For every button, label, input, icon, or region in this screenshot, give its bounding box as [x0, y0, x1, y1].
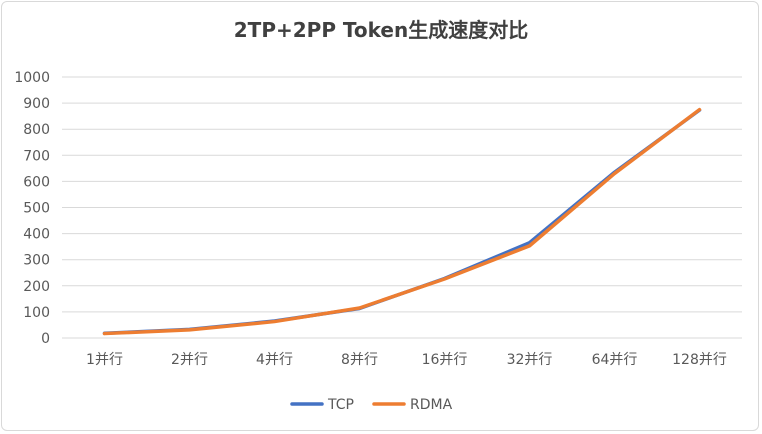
- x-tick-label: 32并行: [507, 352, 553, 368]
- y-tick-label: 800: [23, 122, 50, 138]
- y-tick-label: 700: [23, 148, 50, 164]
- x-tick-label: 1并行: [86, 352, 123, 368]
- x-tick-label: 16并行: [422, 352, 468, 368]
- series-line-tcp: [102, 108, 702, 336]
- y-tick-label: 300: [23, 253, 50, 269]
- x-tick-label: 4并行: [256, 352, 293, 368]
- y-axis-ticks: 0 100 200 300 400 500 600 700 800 900 1000: [14, 70, 50, 347]
- y-tick-label: 200: [23, 279, 50, 295]
- y-tick-label: 600: [23, 174, 50, 190]
- chart-title: 2TP+2PP Token生成速度对比: [233, 18, 529, 42]
- legend-label-tcp: TCP: [327, 397, 354, 413]
- x-tick-label: 8并行: [341, 352, 378, 368]
- series-lines: [102, 107, 702, 336]
- legend: TCP RDMA: [290, 397, 453, 413]
- y-tick-label: 900: [23, 96, 50, 112]
- y-tick-label: 1000: [14, 70, 50, 86]
- y-tick-label: 500: [23, 201, 50, 217]
- y-tick-label: 100: [23, 305, 50, 321]
- x-tick-label: 2并行: [171, 352, 208, 368]
- y-tick-label: 400: [23, 227, 50, 243]
- x-tick-label: 128并行: [672, 352, 727, 368]
- x-tick-label: 64并行: [592, 352, 638, 368]
- y-tick-label: 0: [41, 331, 50, 347]
- series-line-rdma: [102, 107, 702, 336]
- grid-lines: [62, 76, 742, 339]
- x-axis-ticks: 1并行 2并行 4并行 8并行 16并行 32并行 64并行 128并行: [86, 352, 727, 368]
- legend-label-rdma: RDMA: [410, 397, 453, 413]
